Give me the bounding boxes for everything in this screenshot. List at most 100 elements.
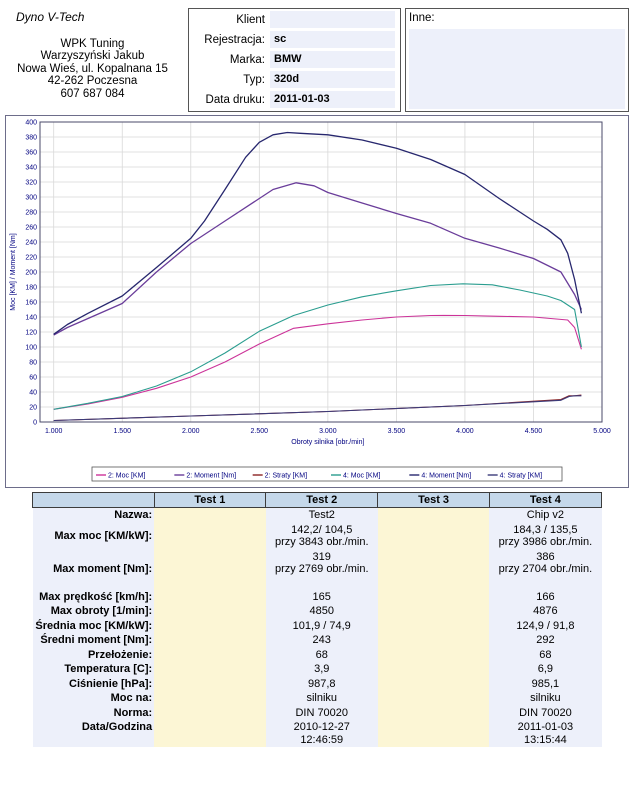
x-tick-label: 1.000 xyxy=(45,428,63,435)
company-block: Dyno V-Tech WPK Tuning Warzyszyński Jaku… xyxy=(0,0,185,112)
company-line: Nowa Wieś, ul. Kopalnana 15 xyxy=(17,62,168,75)
test1-cell xyxy=(154,662,266,677)
table-row: Moc na: silniku silniku xyxy=(32,691,602,706)
legend-label: 4: Moc [KM] xyxy=(343,473,380,480)
test3-cell xyxy=(377,633,490,648)
y-tick-label: 0 xyxy=(33,420,37,427)
test4-cell: 166 xyxy=(489,589,602,604)
x-tick-label: 4.000 xyxy=(456,428,474,435)
test1-cell xyxy=(154,549,266,590)
results-header-row: Test 1 Test 2 Test 3 Test 4 xyxy=(32,492,603,508)
table-row: Max obroty [1/min]: 4850 4876 xyxy=(32,604,602,619)
print-date-field: 2011-01-03 xyxy=(270,91,395,108)
test1-cell xyxy=(154,522,266,550)
company-line: WPK Tuning xyxy=(60,38,125,50)
test3-cell xyxy=(377,604,490,619)
header-blank xyxy=(32,492,155,508)
test1-cell xyxy=(154,676,266,691)
test1-cell xyxy=(154,633,266,648)
test3-cell xyxy=(377,662,490,677)
series-line xyxy=(53,131,583,335)
x-tick-label: 2.500 xyxy=(251,428,269,435)
row-label: Temperatura [C]: xyxy=(32,662,155,677)
series-line xyxy=(53,395,582,422)
legend-label: 4: Moment [Nm] xyxy=(421,473,471,480)
row-label: Przełożenie: xyxy=(32,647,155,662)
type-field: 320d xyxy=(270,71,395,88)
test3-cell xyxy=(377,720,490,747)
row-label: Norma: xyxy=(32,705,155,720)
table-row: Max moment [Nm]: 319 przy 2769 obr./min. 38… xyxy=(32,549,602,590)
registration-field: sc xyxy=(270,31,395,48)
table-row: Max prędkość [km/h]: 165 166 xyxy=(32,589,602,604)
registration-label: Rejestracja: xyxy=(204,34,265,46)
x-tick-label: 1.500 xyxy=(113,428,131,435)
header-test1: Test 1 xyxy=(153,492,267,508)
test3-cell xyxy=(377,522,490,550)
company-address: WPK Tuning Warzyszyński Jakub Nowa Wieś,… xyxy=(0,38,185,100)
test1-cell xyxy=(154,604,266,619)
chart-frame xyxy=(5,115,629,488)
legend-label: 2: Straty [KM] xyxy=(265,473,307,480)
test2-cell: 319 przy 2769 obr./min. xyxy=(265,549,378,590)
test4-cell: 292 xyxy=(489,633,602,648)
test2-cell: 142,2/ 104,5 przy 3843 obr./min. xyxy=(265,522,378,550)
info-row-registration: Rejestracja: sc xyxy=(189,31,402,51)
header-test3: Test 3 xyxy=(377,492,490,508)
test2-cell: 68 xyxy=(265,647,378,662)
test3-cell xyxy=(377,589,490,604)
y-tick-label: 20 xyxy=(29,405,37,412)
test1-cell xyxy=(154,647,266,662)
test4-cell: 68 xyxy=(489,647,602,662)
test4-cell: 124,9 / 91,8 xyxy=(489,618,602,633)
row-label: Max prędkość [km/h]: xyxy=(32,589,155,604)
table-row: Ciśnienie [hPa]: 987,8 985,1 xyxy=(32,676,602,691)
header-test2: Test 2 xyxy=(265,492,379,508)
row-label: Średni moment [Nm]: xyxy=(32,633,155,648)
y-tick-label: 100 xyxy=(25,345,37,352)
test1-cell xyxy=(154,720,266,747)
client-label: Klient xyxy=(236,14,265,26)
test2-cell: Test2 xyxy=(265,507,378,523)
test3-cell xyxy=(377,676,490,691)
table-row: Norma: DIN 70020 DIN 70020 xyxy=(32,705,602,720)
row-label: Średnia moc [KM/kW]: xyxy=(32,618,155,633)
row-label: Max moment [Nm]: xyxy=(32,549,155,590)
test3-cell xyxy=(377,691,490,706)
y-tick-label: 340 xyxy=(25,165,37,172)
legend-label: 2: Moment [Nm] xyxy=(186,473,236,480)
info-row-client: Klient xyxy=(189,11,402,31)
test4-cell: 985,1 xyxy=(489,676,602,691)
client-field xyxy=(270,11,395,28)
test1-cell xyxy=(154,705,266,720)
y-tick-label: 200 xyxy=(25,270,37,277)
y-tick-label: 240 xyxy=(25,240,37,247)
test3-cell xyxy=(377,647,490,662)
x-tick-label: 4.500 xyxy=(525,428,543,435)
info-row-print-date: Data druku: 2011-01-03 xyxy=(189,91,402,111)
legend-box xyxy=(91,466,563,482)
row-label: Nazwa: xyxy=(32,507,155,523)
x-tick-label: 5.000 xyxy=(593,428,611,435)
test4-cell: silniku xyxy=(489,691,602,706)
test2-cell: 243 xyxy=(265,633,378,648)
y-tick-label: 40 xyxy=(29,390,37,397)
table-row: Temperatura [C]: 3,9 6,9 xyxy=(32,662,602,677)
company-line: 607 687 084 xyxy=(60,87,125,100)
test1-cell xyxy=(154,589,266,604)
test1-cell xyxy=(154,691,266,706)
y-tick-label: 260 xyxy=(25,225,37,232)
notes-label: Inne: xyxy=(409,12,435,24)
test4-cell: 386 przy 2704 obr./min. xyxy=(489,549,602,590)
dyno-chart: 0 20 40 60 80 100 120 140 160 180 200 220 240 260 280 3… xyxy=(10,120,611,482)
test4-cell: DIN 70020 xyxy=(489,705,602,720)
test2-cell: 2010-12-27 12:46:59 xyxy=(265,720,378,747)
test2-cell: 101,9 / 74,9 xyxy=(265,618,378,633)
y-tick-label: 320 xyxy=(25,180,37,187)
row-label: Ciśnienie [hPa]: xyxy=(32,676,155,691)
y-tick-label: 160 xyxy=(25,300,37,307)
test3-cell xyxy=(377,705,490,720)
row-label: Moc na: xyxy=(32,691,155,706)
make-field: BMW xyxy=(270,51,395,68)
test2-cell: 987,8 xyxy=(265,676,378,691)
